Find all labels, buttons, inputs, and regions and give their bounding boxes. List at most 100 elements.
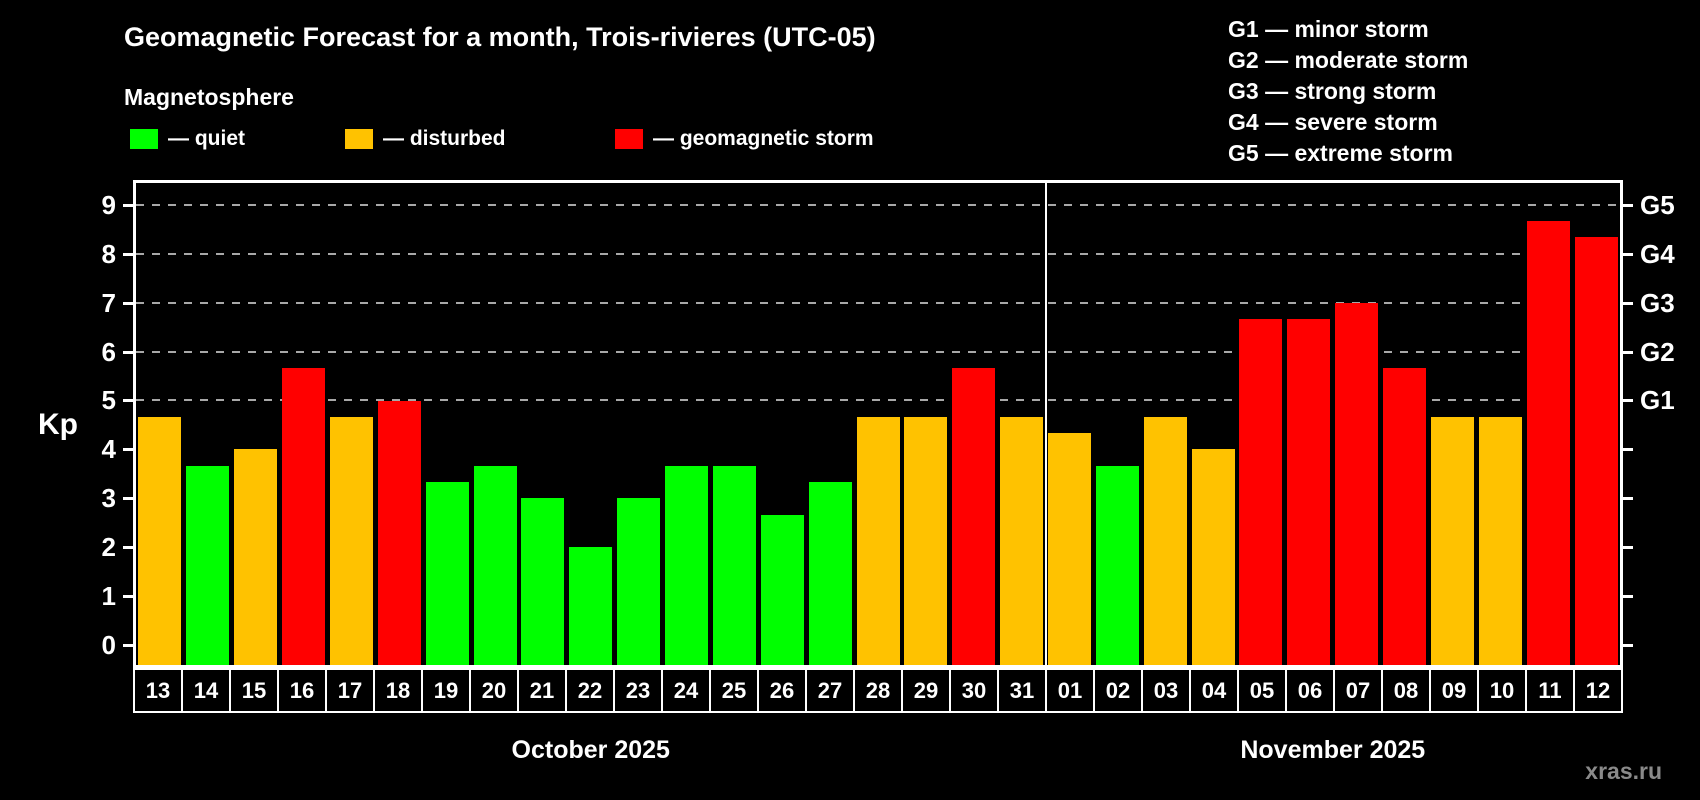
day-label-03: 03 — [1141, 668, 1191, 713]
day-label-21: 21 — [517, 668, 567, 713]
legend-label: — disturbed — [383, 127, 506, 150]
y-tick-label: 1 — [101, 581, 116, 612]
quiet-swatch-icon — [130, 129, 158, 149]
day-label-16: 16 — [277, 668, 327, 713]
y-tick-label: 3 — [101, 483, 116, 514]
month-label: November 2025 — [1240, 736, 1426, 764]
left-axis-tick — [123, 595, 133, 599]
day-label-22: 22 — [565, 668, 615, 713]
y-tick-label: 2 — [101, 532, 116, 563]
right-axis-tick — [1623, 448, 1633, 452]
legend-item-storm: — geomagnetic storm — [615, 127, 874, 151]
y-tick-label: 9 — [101, 189, 116, 220]
right-axis-tick — [1623, 301, 1633, 305]
g-level-label-G4: G4 — [1640, 238, 1675, 269]
right-axis-tick — [1623, 595, 1633, 599]
g-legend-line: G4 — severe storm — [1228, 109, 1438, 135]
left-axis-tick — [123, 301, 133, 305]
g-level-label-G2: G2 — [1640, 336, 1675, 367]
kp-bar-day-01 — [1047, 433, 1091, 665]
kp-bar-day-14 — [186, 465, 230, 665]
day-label-09: 09 — [1429, 668, 1479, 713]
y-tick-label: 5 — [101, 385, 116, 416]
kp-bar-day-27 — [808, 482, 852, 665]
kp-bar-day-22 — [569, 547, 613, 665]
chart-title: Geomagnetic Forecast for a month, Trois-… — [124, 22, 876, 52]
day-label-17: 17 — [325, 668, 375, 713]
day-label-20: 20 — [469, 668, 519, 713]
magnetosphere-label: Magnetosphere — [124, 84, 294, 110]
gridline-kp-6 — [136, 350, 1620, 353]
g-legend-line: G2 — moderate storm — [1228, 47, 1469, 73]
kp-bar-day-10 — [1478, 416, 1522, 665]
kp-bar-day-18 — [377, 400, 421, 665]
x-axis-day-labels: 13 14 15 16 17 18 19 20 21 22 23 24 25 26 27 28 29 30 31 01… — [133, 668, 1623, 713]
g-legend-line: G1 — minor storm — [1228, 16, 1429, 42]
right-axis-tick — [1623, 497, 1633, 501]
kp-bar-day-07 — [1335, 302, 1379, 665]
day-label-31: 31 — [997, 668, 1047, 713]
kp-bar-day-25 — [712, 465, 756, 665]
kp-bar-day-16 — [282, 367, 326, 665]
day-label-18: 18 — [373, 668, 423, 713]
day-label-11: 11 — [1525, 668, 1575, 713]
day-label-08: 08 — [1381, 668, 1431, 713]
kp-bar-day-21 — [521, 498, 565, 665]
kp-bar-day-08 — [1383, 367, 1427, 665]
kp-bar-day-04 — [1191, 449, 1235, 665]
day-label-24: 24 — [661, 668, 711, 713]
gridline-kp-8 — [136, 252, 1620, 255]
right-axis-tick — [1623, 252, 1633, 256]
left-axis-tick — [123, 350, 133, 354]
kp-bar-day-02 — [1095, 465, 1139, 665]
left-axis-tick — [123, 497, 133, 501]
day-label-13: 13 — [133, 668, 183, 713]
kp-bar-day-28 — [856, 416, 900, 665]
left-axis-tick — [123, 252, 133, 256]
day-label-05: 05 — [1237, 668, 1287, 713]
day-label-12: 12 — [1573, 668, 1623, 713]
kp-bar-day-05 — [1239, 318, 1283, 665]
g-scale-legend: G1 — minor storm G2 — moderate storm G3 — … — [1228, 14, 1468, 169]
kp-bar-day-30 — [952, 367, 996, 665]
kp-bar-day-11 — [1526, 220, 1570, 665]
right-axis-tick — [1623, 203, 1633, 207]
g-legend-line: G5 — extreme storm — [1228, 140, 1453, 166]
kp-bar-day-17 — [329, 416, 373, 665]
kp-bar-day-15 — [234, 449, 278, 665]
legend-item-quiet: — quiet — [130, 127, 245, 151]
disturbed-swatch-icon — [345, 129, 373, 149]
gridline-kp-7 — [136, 301, 1620, 304]
g-level-label-G3: G3 — [1640, 287, 1675, 318]
day-label-27: 27 — [805, 668, 855, 713]
y-tick-label: 8 — [101, 238, 116, 269]
plot-area — [133, 180, 1623, 668]
right-axis-tick — [1623, 546, 1633, 550]
kp-bar-day-20 — [473, 465, 517, 665]
left-axis-tick — [123, 546, 133, 550]
y-axis-title: Kp — [38, 408, 78, 441]
watermark: xras.ru — [1585, 758, 1662, 784]
kp-bar-day-26 — [760, 514, 804, 665]
day-label-29: 29 — [901, 668, 951, 713]
day-label-28: 28 — [853, 668, 903, 713]
y-tick-label: 6 — [101, 336, 116, 367]
g-legend-line: G3 — strong storm — [1228, 78, 1437, 104]
day-label-01: 01 — [1045, 668, 1095, 713]
kp-bar-day-06 — [1287, 318, 1331, 665]
y-tick-label: 7 — [101, 287, 116, 318]
day-label-26: 26 — [757, 668, 807, 713]
day-label-15: 15 — [229, 668, 279, 713]
day-label-19: 19 — [421, 668, 471, 713]
left-axis-tick — [123, 448, 133, 452]
legend-label: — quiet — [168, 127, 245, 150]
kp-bar-day-13 — [138, 416, 182, 665]
g-level-label-G5: G5 — [1640, 189, 1675, 220]
day-label-23: 23 — [613, 668, 663, 713]
kp-bar-day-09 — [1430, 416, 1474, 665]
day-label-30: 30 — [949, 668, 999, 713]
legend-label: — geomagnetic storm — [653, 127, 874, 150]
kp-bar-day-12 — [1574, 237, 1618, 665]
day-label-04: 04 — [1189, 668, 1239, 713]
